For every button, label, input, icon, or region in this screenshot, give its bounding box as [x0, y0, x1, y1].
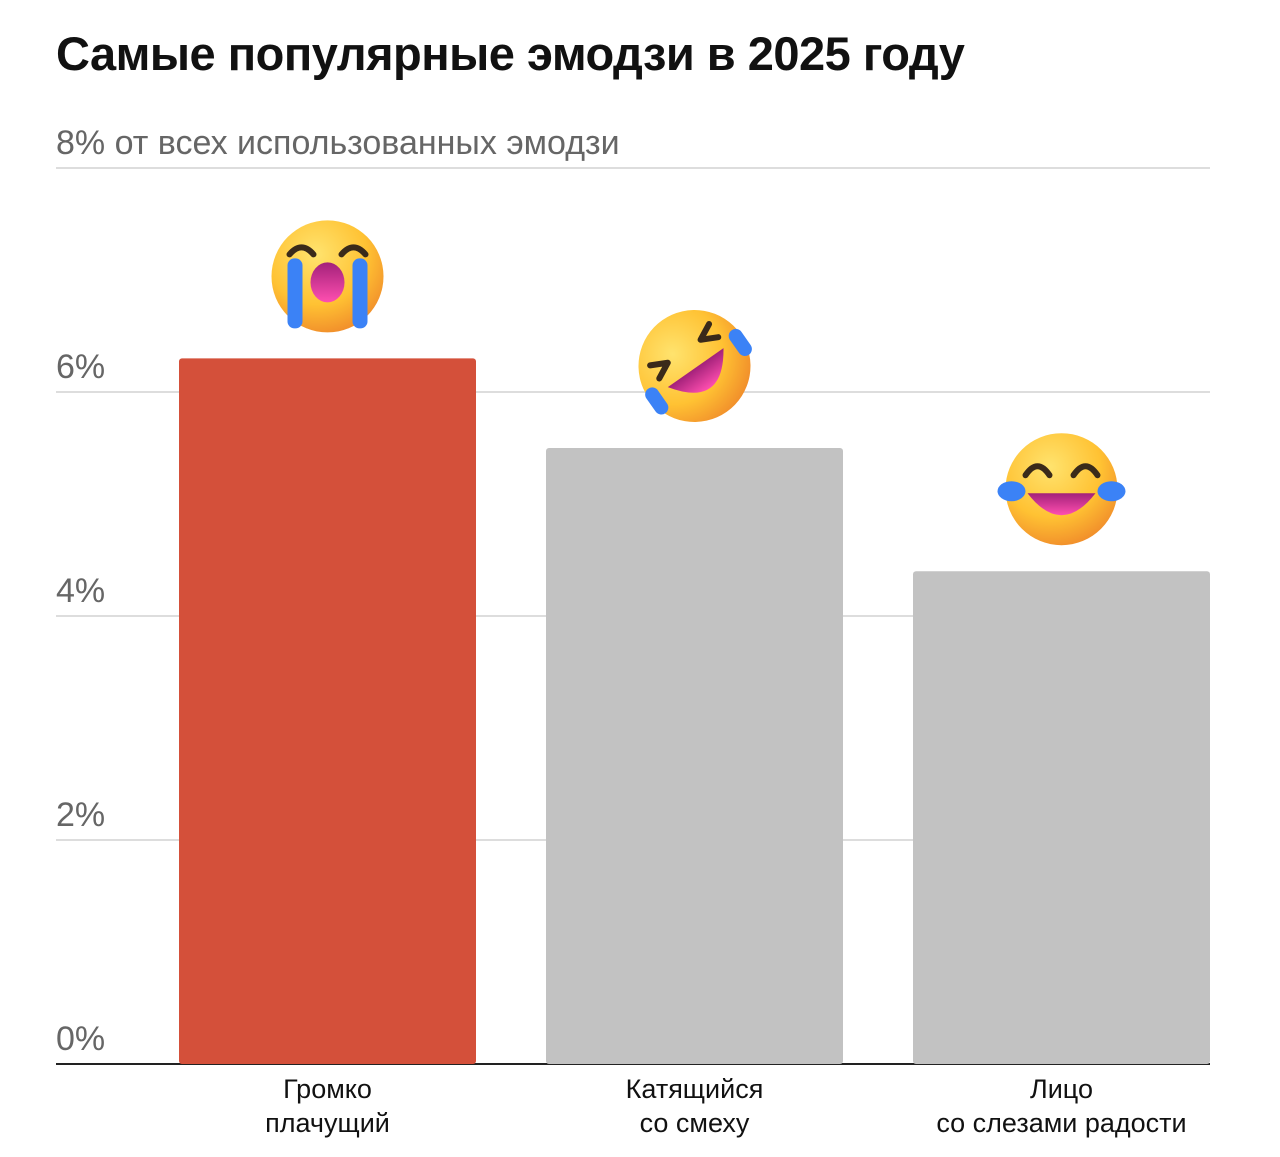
- y-tick-label: 8% от всех использованных эмодзи: [56, 124, 620, 162]
- loudly-crying-face-icon: [271, 220, 384, 333]
- y-tick-label: 2%: [56, 796, 105, 834]
- y-tick-label: 4%: [56, 572, 105, 610]
- y-tick-label: 0%: [56, 1020, 105, 1058]
- x-tick-label: Громко: [283, 1074, 372, 1104]
- y-tick-label: 6%: [56, 348, 105, 386]
- x-tick-label: Катящийся: [626, 1074, 764, 1104]
- bar: [913, 571, 1210, 1064]
- bars: [179, 358, 1210, 1064]
- labels: 0% 2% 4% 6% 8% от всех использованных эмодзи…: [56, 124, 1187, 1138]
- bar: [179, 358, 476, 1064]
- x-tick-label: со смеху: [640, 1108, 750, 1138]
- x-tick-label: со слезами радости: [936, 1108, 1186, 1138]
- bar: [546, 448, 843, 1064]
- chart-title: Самые популярные эмодзи в 2025 году: [56, 27, 965, 80]
- rolling-on-floor-laughing-icon: [638, 310, 752, 422]
- face-with-tears-of-joy-icon: [997, 433, 1126, 546]
- emoji-icons: [271, 220, 1126, 546]
- x-tick-label: Лицо: [1030, 1074, 1093, 1104]
- x-tick-label: плачущий: [265, 1108, 390, 1138]
